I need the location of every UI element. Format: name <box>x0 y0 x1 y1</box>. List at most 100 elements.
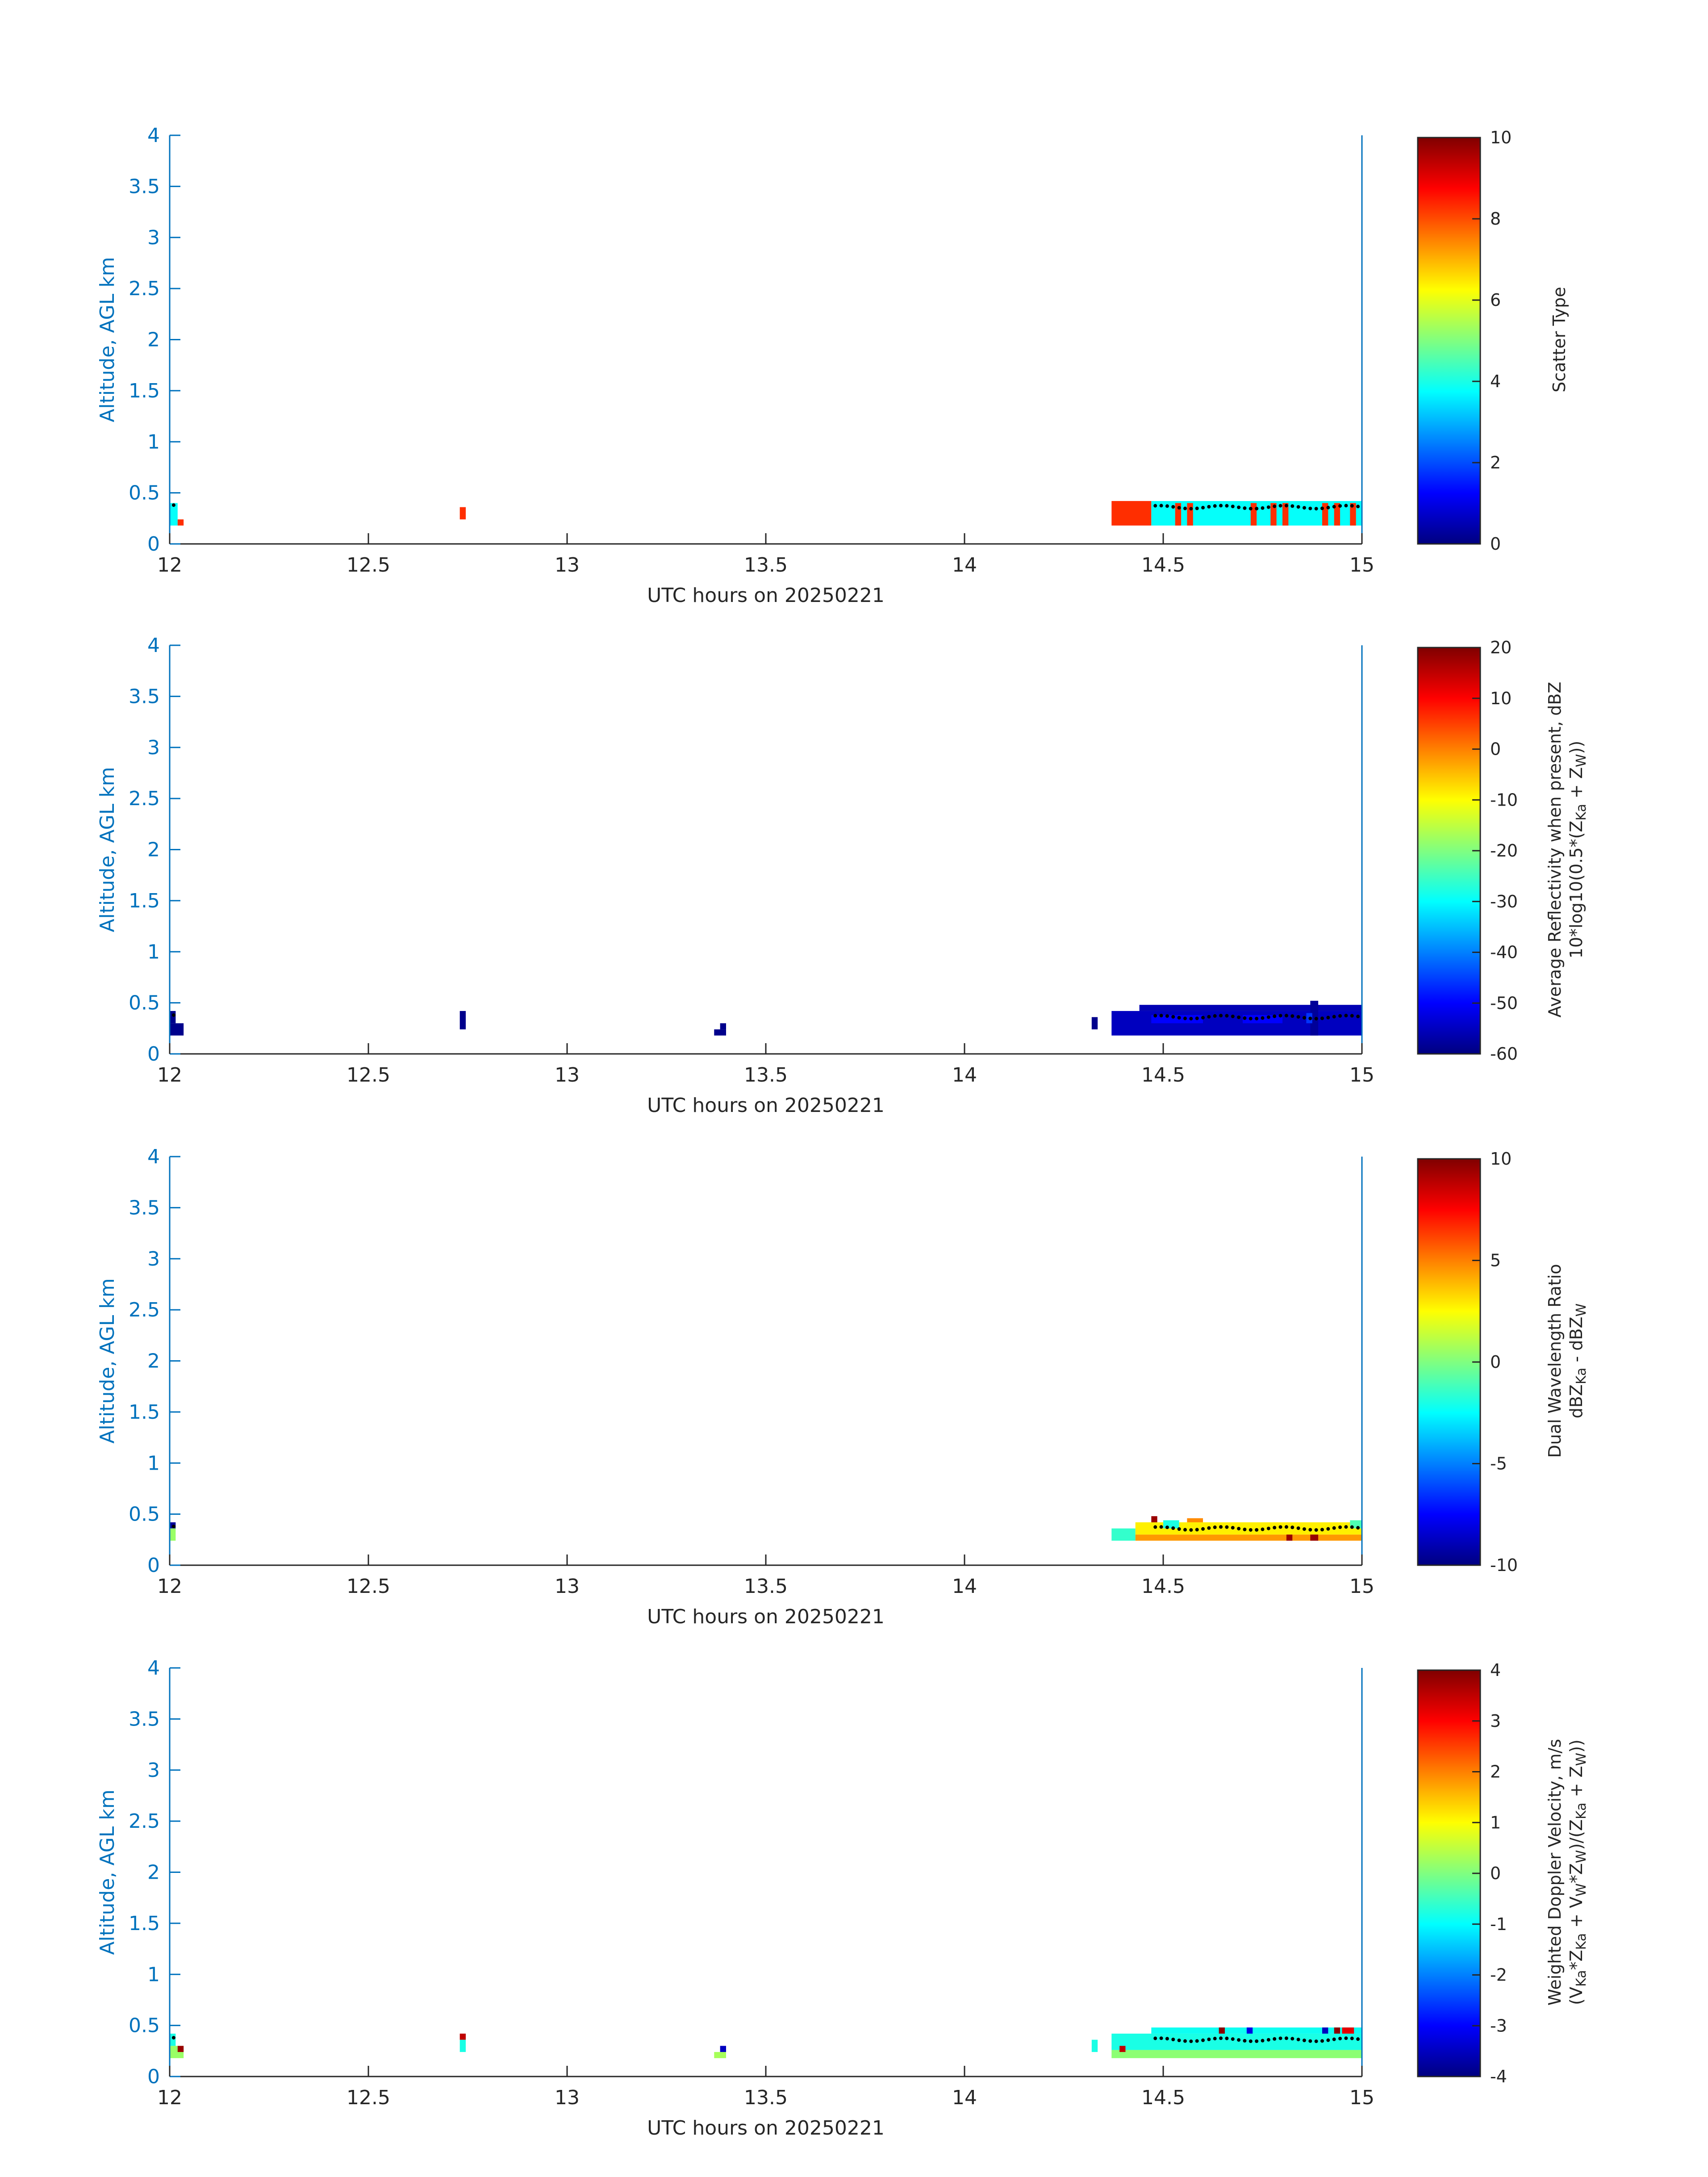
y-tick-label: 2.5 <box>129 1810 160 1833</box>
marker-dot <box>1296 2038 1300 2042</box>
y-axis-label: Altitude, AGL km <box>96 1278 119 1443</box>
x-tick-label: 14 <box>952 2086 977 2109</box>
marker-dot <box>1302 1527 1306 1531</box>
marker-dot <box>1213 1525 1217 1529</box>
colorbar-subtitle: dBZKa - dBZW <box>1566 1304 1589 1419</box>
marker-dot <box>1183 2039 1187 2043</box>
y-tick-label: 0.5 <box>129 992 160 1015</box>
data-cell <box>170 1528 176 1541</box>
y-tick-label: 2 <box>147 329 160 351</box>
colorbar-tick-label: 5 <box>1490 1251 1501 1270</box>
data-cell <box>1151 1516 1157 1522</box>
data-cell <box>1111 2050 1362 2058</box>
x-tick-label: 14.5 <box>1141 1064 1185 1086</box>
x-tick-label: 14 <box>952 1575 977 1598</box>
panel-1: 0 0.5 1 1.5 2 2.5 3 3.5 4 12 12.5 13 13.5 14 14.5 15 UTC… <box>96 124 1569 607</box>
marker-dot <box>1290 1014 1295 1018</box>
data-cell <box>1135 1534 1362 1541</box>
marker-dot <box>1344 2036 1348 2040</box>
y-tick-label: 4 <box>147 1145 160 1168</box>
data-cell <box>170 1011 176 1024</box>
data-cell <box>1310 1001 1319 1036</box>
subscript: Ka <box>1574 804 1589 821</box>
formula-part: )) <box>1566 1739 1586 1753</box>
colorbar-tick-label: 0 <box>1490 534 1501 554</box>
formula-part: dBZ <box>1566 1384 1586 1418</box>
data-cell <box>1334 503 1341 526</box>
colorbar-tick-label: -20 <box>1490 841 1518 861</box>
marker-dot <box>1213 504 1217 508</box>
marker-dot <box>1219 504 1223 508</box>
colorbar-tick-label: -30 <box>1490 892 1518 911</box>
marker-dot <box>1237 1527 1241 1531</box>
data-cell <box>459 2033 466 2040</box>
data-cell <box>170 503 178 526</box>
y-tick-label: 2.5 <box>129 277 160 300</box>
colorbar-tick-label: 20 <box>1490 638 1512 657</box>
y-tick-label: 1.5 <box>129 890 160 912</box>
marker-dot <box>1171 505 1175 509</box>
y-tick-label: 2 <box>147 839 160 861</box>
marker-dot <box>1278 1525 1282 1529</box>
x-axis-label: UTC hours on 20250221 <box>647 584 885 607</box>
data-cell <box>1091 1017 1098 1030</box>
colorbar-title: Weighted Doppler Velocity, m/s <box>1545 1739 1565 2006</box>
x-tick-label: 12.5 <box>347 1064 390 1086</box>
data-cell <box>1187 503 1193 526</box>
marker-dot <box>1177 2039 1181 2043</box>
y-tick-label: 4 <box>147 634 160 657</box>
marker-dot <box>1284 504 1288 508</box>
y-tick-label: 3 <box>147 736 160 759</box>
marker-dot <box>1249 2039 1253 2043</box>
y-tick-label: 3.5 <box>129 685 160 708</box>
marker-dot <box>1338 1014 1342 1018</box>
marker-dot <box>1278 1014 1282 1018</box>
y-tick-label: 1.5 <box>129 380 160 402</box>
marker-dot <box>1350 504 1354 508</box>
marker-dot <box>1183 1016 1187 1020</box>
marker-dot <box>1302 506 1306 510</box>
x-tick-label: 15 <box>1349 1064 1374 1086</box>
y-tick-label: 1 <box>147 1963 160 1986</box>
marker-dot <box>1201 1527 1205 1531</box>
subscript: Ka <box>1574 1970 1589 1987</box>
marker-dot <box>1326 1527 1330 1531</box>
y-tick-label: 0.5 <box>129 482 160 505</box>
y-tick-label: 3.5 <box>129 1708 160 1730</box>
formula-part: *Z <box>1566 1863 1586 1883</box>
marker-dot <box>1332 1015 1336 1019</box>
marker-dot <box>1296 505 1300 509</box>
marker-dot <box>1255 1528 1259 1532</box>
marker-dot <box>1237 506 1241 510</box>
data-cell <box>1310 1534 1319 1541</box>
marker-dot <box>1201 2038 1205 2042</box>
marker-dot <box>1308 1528 1312 1532</box>
colorbar-title: Average Reflectivity when present, dBZ <box>1545 682 1565 1018</box>
colorbar-tick-label: -2 <box>1490 1965 1507 1985</box>
data-cell <box>170 1023 184 1036</box>
formula-part: )) <box>1566 741 1586 754</box>
x-tick-label: 12 <box>157 554 182 577</box>
x-tick-label: 14.5 <box>1141 554 1185 577</box>
colorbar-tick-label: 10 <box>1490 689 1512 708</box>
marker-dot <box>1159 1014 1163 1018</box>
colorbar-tick-label: -3 <box>1490 2016 1507 2035</box>
x-tick-label: 14.5 <box>1141 1575 1185 1598</box>
marker-dot <box>1243 1016 1247 1020</box>
marker-dot <box>1201 1015 1205 1020</box>
colorbar-tick-label: 0 <box>1490 740 1501 759</box>
marker-dot <box>1320 1528 1324 1532</box>
marker-dot <box>1159 504 1163 508</box>
data-cell <box>1111 501 1152 526</box>
x-tick-label: 13 <box>555 2086 580 2109</box>
data-cell <box>1111 2033 1362 2050</box>
colorbar-tick-label: 6 <box>1490 290 1501 310</box>
marker-dot <box>1177 1527 1181 1531</box>
marker-dot <box>1201 506 1205 510</box>
marker-dot <box>1237 2038 1241 2042</box>
x-tick-label: 13 <box>555 1575 580 1598</box>
marker-dot <box>1165 2037 1169 2041</box>
colorbar-tick-label: -10 <box>1490 1555 1518 1575</box>
marker-dot <box>1165 504 1169 508</box>
